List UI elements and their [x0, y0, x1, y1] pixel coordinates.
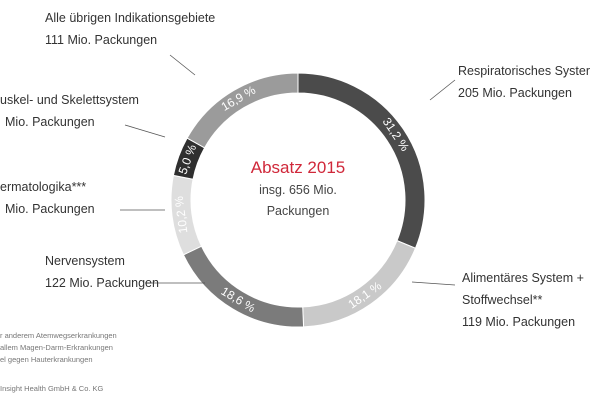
- category-label: uskel- und Skelettsystem: [0, 93, 139, 107]
- value-label: 10,2 %: [172, 195, 191, 234]
- footnote: el gegen Hauterkrankungen: [0, 355, 93, 364]
- package-label: Mio. Packungen: [5, 202, 95, 216]
- leader-line: [411, 281, 456, 286]
- leader-line: [124, 124, 166, 138]
- footnote: r anderem Atemwegserkrankungen: [0, 331, 117, 340]
- category-label: Alimentäres System + Stoffwechsel**: [462, 271, 584, 307]
- leader-line: [169, 54, 196, 76]
- category-label: Nervensystem: [45, 254, 125, 268]
- package-label: 111 Mio. Packungen: [45, 33, 158, 47]
- category-label: Alle übrigen Indikationsgebiete: [45, 11, 216, 25]
- donut-segment: [302, 239, 417, 328]
- donut-segment: [182, 245, 305, 328]
- source: Insight Health GmbH & Co. KG: [0, 384, 104, 393]
- leader-line: [429, 79, 456, 101]
- category-label: ermatologika***: [0, 180, 87, 194]
- category-label: Respiratorisches Syster: [458, 64, 590, 78]
- footnote: allem Magen-Darm-Erkrankungen: [0, 343, 113, 352]
- package-label: 122 Mio. Packungen: [45, 276, 159, 290]
- center-line: insg. 656 Mio.: [259, 183, 337, 197]
- donut-segment: [186, 72, 299, 149]
- package-label: 119 Mio. Packungen: [462, 315, 576, 329]
- center-line: Packungen: [266, 204, 330, 218]
- chart-title: Absatz 2015: [250, 158, 346, 177]
- package-label: Mio. Packungen: [5, 115, 95, 129]
- package-label: 205 Mio. Packungen: [458, 86, 572, 100]
